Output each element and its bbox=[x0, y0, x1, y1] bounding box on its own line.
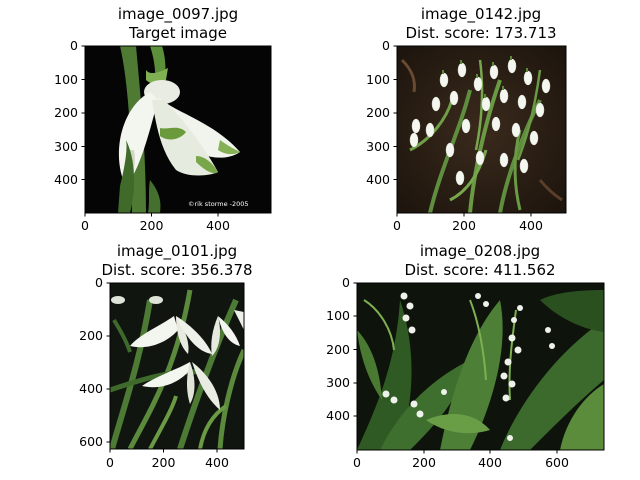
y-tick-label: 200 bbox=[366, 105, 390, 120]
x-tick-label: 200 bbox=[412, 455, 436, 470]
x-tick-label: 600 bbox=[545, 455, 569, 470]
y-axis bbox=[106, 282, 110, 443]
panel-title-line2: Dist. score: 411.562 bbox=[404, 261, 555, 279]
x-tick-label: 400 bbox=[205, 455, 229, 470]
panel-title-line2: Dist. score: 356.378 bbox=[101, 261, 252, 279]
axes-frame bbox=[396, 45, 567, 214]
y-tick-label: 100 bbox=[54, 72, 78, 87]
x-tick-labels: 0 200 400 bbox=[106, 455, 229, 470]
panel-title-line1: image_0208.jpg bbox=[420, 242, 540, 261]
x-axis bbox=[84, 213, 219, 217]
y-tick-labels: 0 200 400 600 bbox=[79, 275, 103, 449]
x-tick-label: 400 bbox=[206, 218, 230, 233]
x-tick-label: 400 bbox=[519, 218, 543, 233]
y-tick-label: 200 bbox=[54, 105, 78, 120]
panel-title-line2: Target image bbox=[128, 24, 227, 42]
panel-title-line2: Dist. score: 173.713 bbox=[405, 24, 556, 42]
x-tick-label: 0 bbox=[81, 218, 89, 233]
x-tick-labels: 0 200 400 bbox=[393, 218, 543, 233]
panel-title-line1: image_0097.jpg bbox=[118, 5, 238, 24]
panel-target: image_0097.jpg Target image ©rik storme … bbox=[54, 5, 272, 233]
y-tick-label: 200 bbox=[79, 328, 103, 343]
x-tick-label: 200 bbox=[140, 218, 164, 233]
snowdrop-leaves-image bbox=[110, 283, 244, 449]
y-tick-label: 0 bbox=[382, 38, 390, 53]
snowdrop-cluster-image bbox=[397, 46, 566, 213]
lily-of-the-valley-image bbox=[357, 283, 604, 450]
y-tick-label: 100 bbox=[326, 308, 350, 323]
axes-frame bbox=[356, 282, 605, 451]
axes-frame bbox=[84, 45, 272, 214]
photo-watermark: ©rik storme -2005 bbox=[188, 200, 249, 208]
y-tick-label: 400 bbox=[79, 381, 103, 396]
y-axis bbox=[393, 45, 397, 180]
y-tick-label: 0 bbox=[70, 38, 78, 53]
x-tick-label: 0 bbox=[106, 455, 114, 470]
x-tick-labels: 0 200 400 600 bbox=[353, 455, 569, 470]
panel-title-line1: image_0142.jpg bbox=[421, 5, 541, 24]
y-tick-label: 0 bbox=[95, 275, 103, 290]
y-tick-label: 100 bbox=[366, 72, 390, 87]
y-axis bbox=[353, 282, 357, 417]
y-tick-label: 400 bbox=[326, 408, 350, 423]
y-tick-label: 0 bbox=[342, 275, 350, 290]
x-tick-label: 400 bbox=[478, 455, 502, 470]
y-tick-label: 200 bbox=[326, 342, 350, 357]
x-tick-label: 0 bbox=[393, 218, 401, 233]
y-tick-label: 400 bbox=[54, 172, 78, 187]
panel-match-3: image_0208.jpg Dist. score: 411.562 bbox=[326, 242, 605, 470]
x-tick-label: 200 bbox=[152, 455, 176, 470]
x-axis bbox=[109, 449, 218, 453]
y-tick-labels: 0 100 200 300 400 bbox=[366, 38, 390, 187]
panel-match-2: image_0101.jpg Dist. score: 356.378 bbox=[79, 242, 252, 470]
y-tick-label: 400 bbox=[366, 172, 390, 187]
y-tick-labels: 0 100 200 300 400 bbox=[54, 38, 78, 187]
y-tick-label: 300 bbox=[326, 375, 350, 390]
y-tick-labels: 0 100 200 300 400 bbox=[326, 275, 350, 423]
panel-title-line1: image_0101.jpg bbox=[117, 242, 237, 261]
x-tick-labels: 0 200 400 bbox=[81, 218, 230, 233]
target-flower-image: ©rik storme -2005 bbox=[85, 46, 271, 213]
panel-match-1: image_0142.jpg Dist. score: 173.713 bbox=[366, 5, 567, 233]
y-tick-label: 300 bbox=[54, 139, 78, 154]
x-tick-label: 200 bbox=[452, 218, 476, 233]
y-tick-label: 300 bbox=[366, 139, 390, 154]
y-tick-label: 600 bbox=[79, 434, 103, 449]
axes-frame bbox=[109, 282, 245, 450]
x-tick-label: 0 bbox=[353, 455, 361, 470]
x-axis bbox=[356, 450, 558, 454]
y-axis bbox=[81, 45, 85, 180]
x-axis bbox=[396, 213, 532, 217]
